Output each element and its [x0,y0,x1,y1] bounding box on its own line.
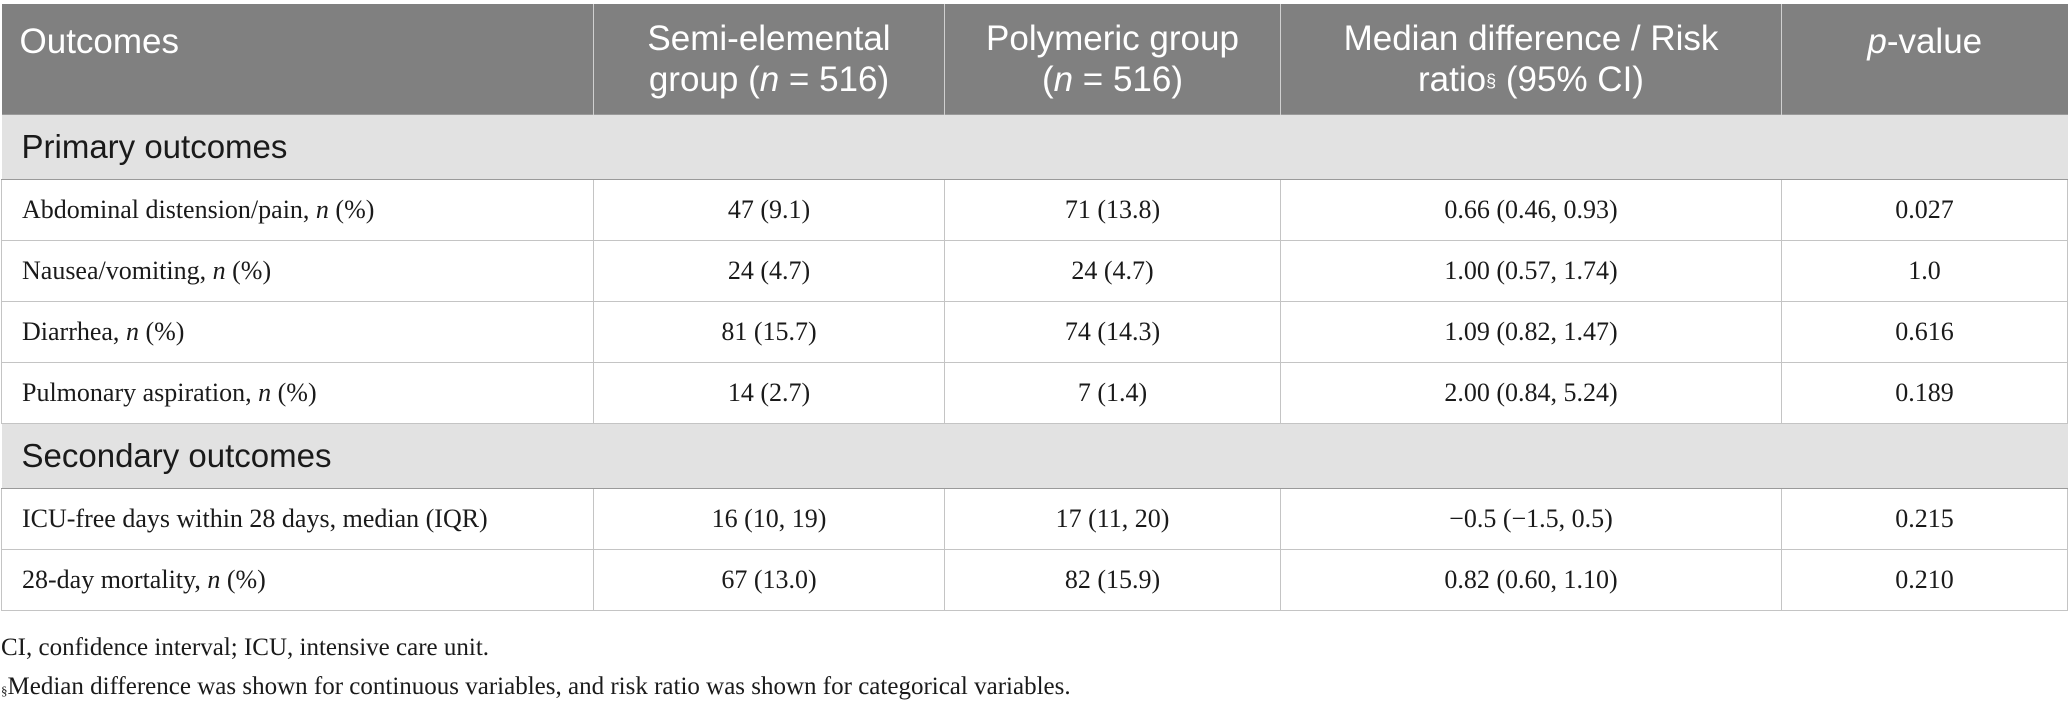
p-value: 0.027 [1781,178,2068,241]
polymeric-value: 74 (14.3) [944,300,1281,363]
outcome-label: Pulmonary aspiration, n (%) [1,361,594,424]
section-symbol: § [1,683,8,698]
p-value: 0.215 [1781,487,2068,550]
semi-elemental-value: 14 (2.7) [593,361,945,424]
abbreviations-footnote: CI, confidence interval; ICU, intensive … [1,634,490,661]
difference-value: 0.66 (0.46, 0.93) [1280,178,1782,241]
header-row: Outcomes Semi-elemental group (n = 516) … [1,4,2068,114]
difference-value: 1.09 (0.82, 1.47) [1280,300,1782,363]
outcomes-table: Outcomes Semi-elemental group (n = 516) … [1,4,2068,611]
header-outcomes: Outcomes [1,4,594,114]
header-polymeric: Polymeric group (n = 516) [944,4,1281,114]
polymeric-value: 71 (13.8) [944,178,1281,241]
semi-elemental-value: 16 (10, 19) [593,487,945,550]
table-row: Nausea/vomiting, n (%) 24 (4.7) 24 (4.7)… [1,239,2068,302]
section-title: Primary outcomes [1,113,2068,180]
semi-elemental-value: 47 (9.1) [593,178,945,241]
polymeric-value: 82 (15.9) [944,548,1281,611]
difference-value: 0.82 (0.60, 1.10) [1280,548,1782,611]
semi-elemental-value: 67 (13.0) [593,548,945,611]
header-semi-elemental: Semi-elemental group (n = 516) [593,4,945,114]
difference-value: −0.5 (−1.5, 0.5) [1280,487,1782,550]
median-difference-footnote: §Median difference was shown for continu… [1,673,1071,700]
outcomes-table-container: Outcomes Semi-elemental group (n = 516) … [1,4,2068,611]
p-value: 0.189 [1781,361,2068,424]
outcome-label: Nausea/vomiting, n (%) [1,239,594,302]
p-value: 0.210 [1781,548,2068,611]
outcome-label: ICU-free days within 28 days, median (IQ… [1,487,594,550]
section-row-secondary: Secondary outcomes [1,422,2068,489]
polymeric-value: 17 (11, 20) [944,487,1281,550]
table-row: Pulmonary aspiration, n (%) 14 (2.7) 7 (… [1,361,2068,424]
table-footnotes: CI, confidence interval; ICU, intensive … [1,628,1071,706]
table-row: Diarrhea, n (%) 81 (15.7) 74 (14.3) 1.09… [1,300,2068,363]
header-median-difference: Median difference / Risk ratio§ (95% CI) [1280,4,1782,114]
outcome-label: Diarrhea, n (%) [1,300,594,363]
polymeric-value: 24 (4.7) [944,239,1281,302]
polymeric-value: 7 (1.4) [944,361,1281,424]
table-row: 28-day mortality, n (%) 67 (13.0) 82 (15… [1,548,2068,611]
section-title: Secondary outcomes [1,422,2068,489]
outcome-label: Abdominal distension/pain, n (%) [1,178,594,241]
p-value: 1.0 [1781,239,2068,302]
semi-elemental-value: 24 (4.7) [593,239,945,302]
table-row: ICU-free days within 28 days, median (IQ… [1,487,2068,550]
section-row-primary: Primary outcomes [1,113,2068,180]
difference-value: 2.00 (0.84, 5.24) [1280,361,1782,424]
table-row: Abdominal distension/pain, n (%) 47 (9.1… [1,178,2068,241]
p-value: 0.616 [1781,300,2068,363]
semi-elemental-value: 81 (15.7) [593,300,945,363]
outcome-label: 28-day mortality, n (%) [1,548,594,611]
difference-value: 1.00 (0.57, 1.74) [1280,239,1782,302]
header-p-value: p-value [1781,4,2068,114]
